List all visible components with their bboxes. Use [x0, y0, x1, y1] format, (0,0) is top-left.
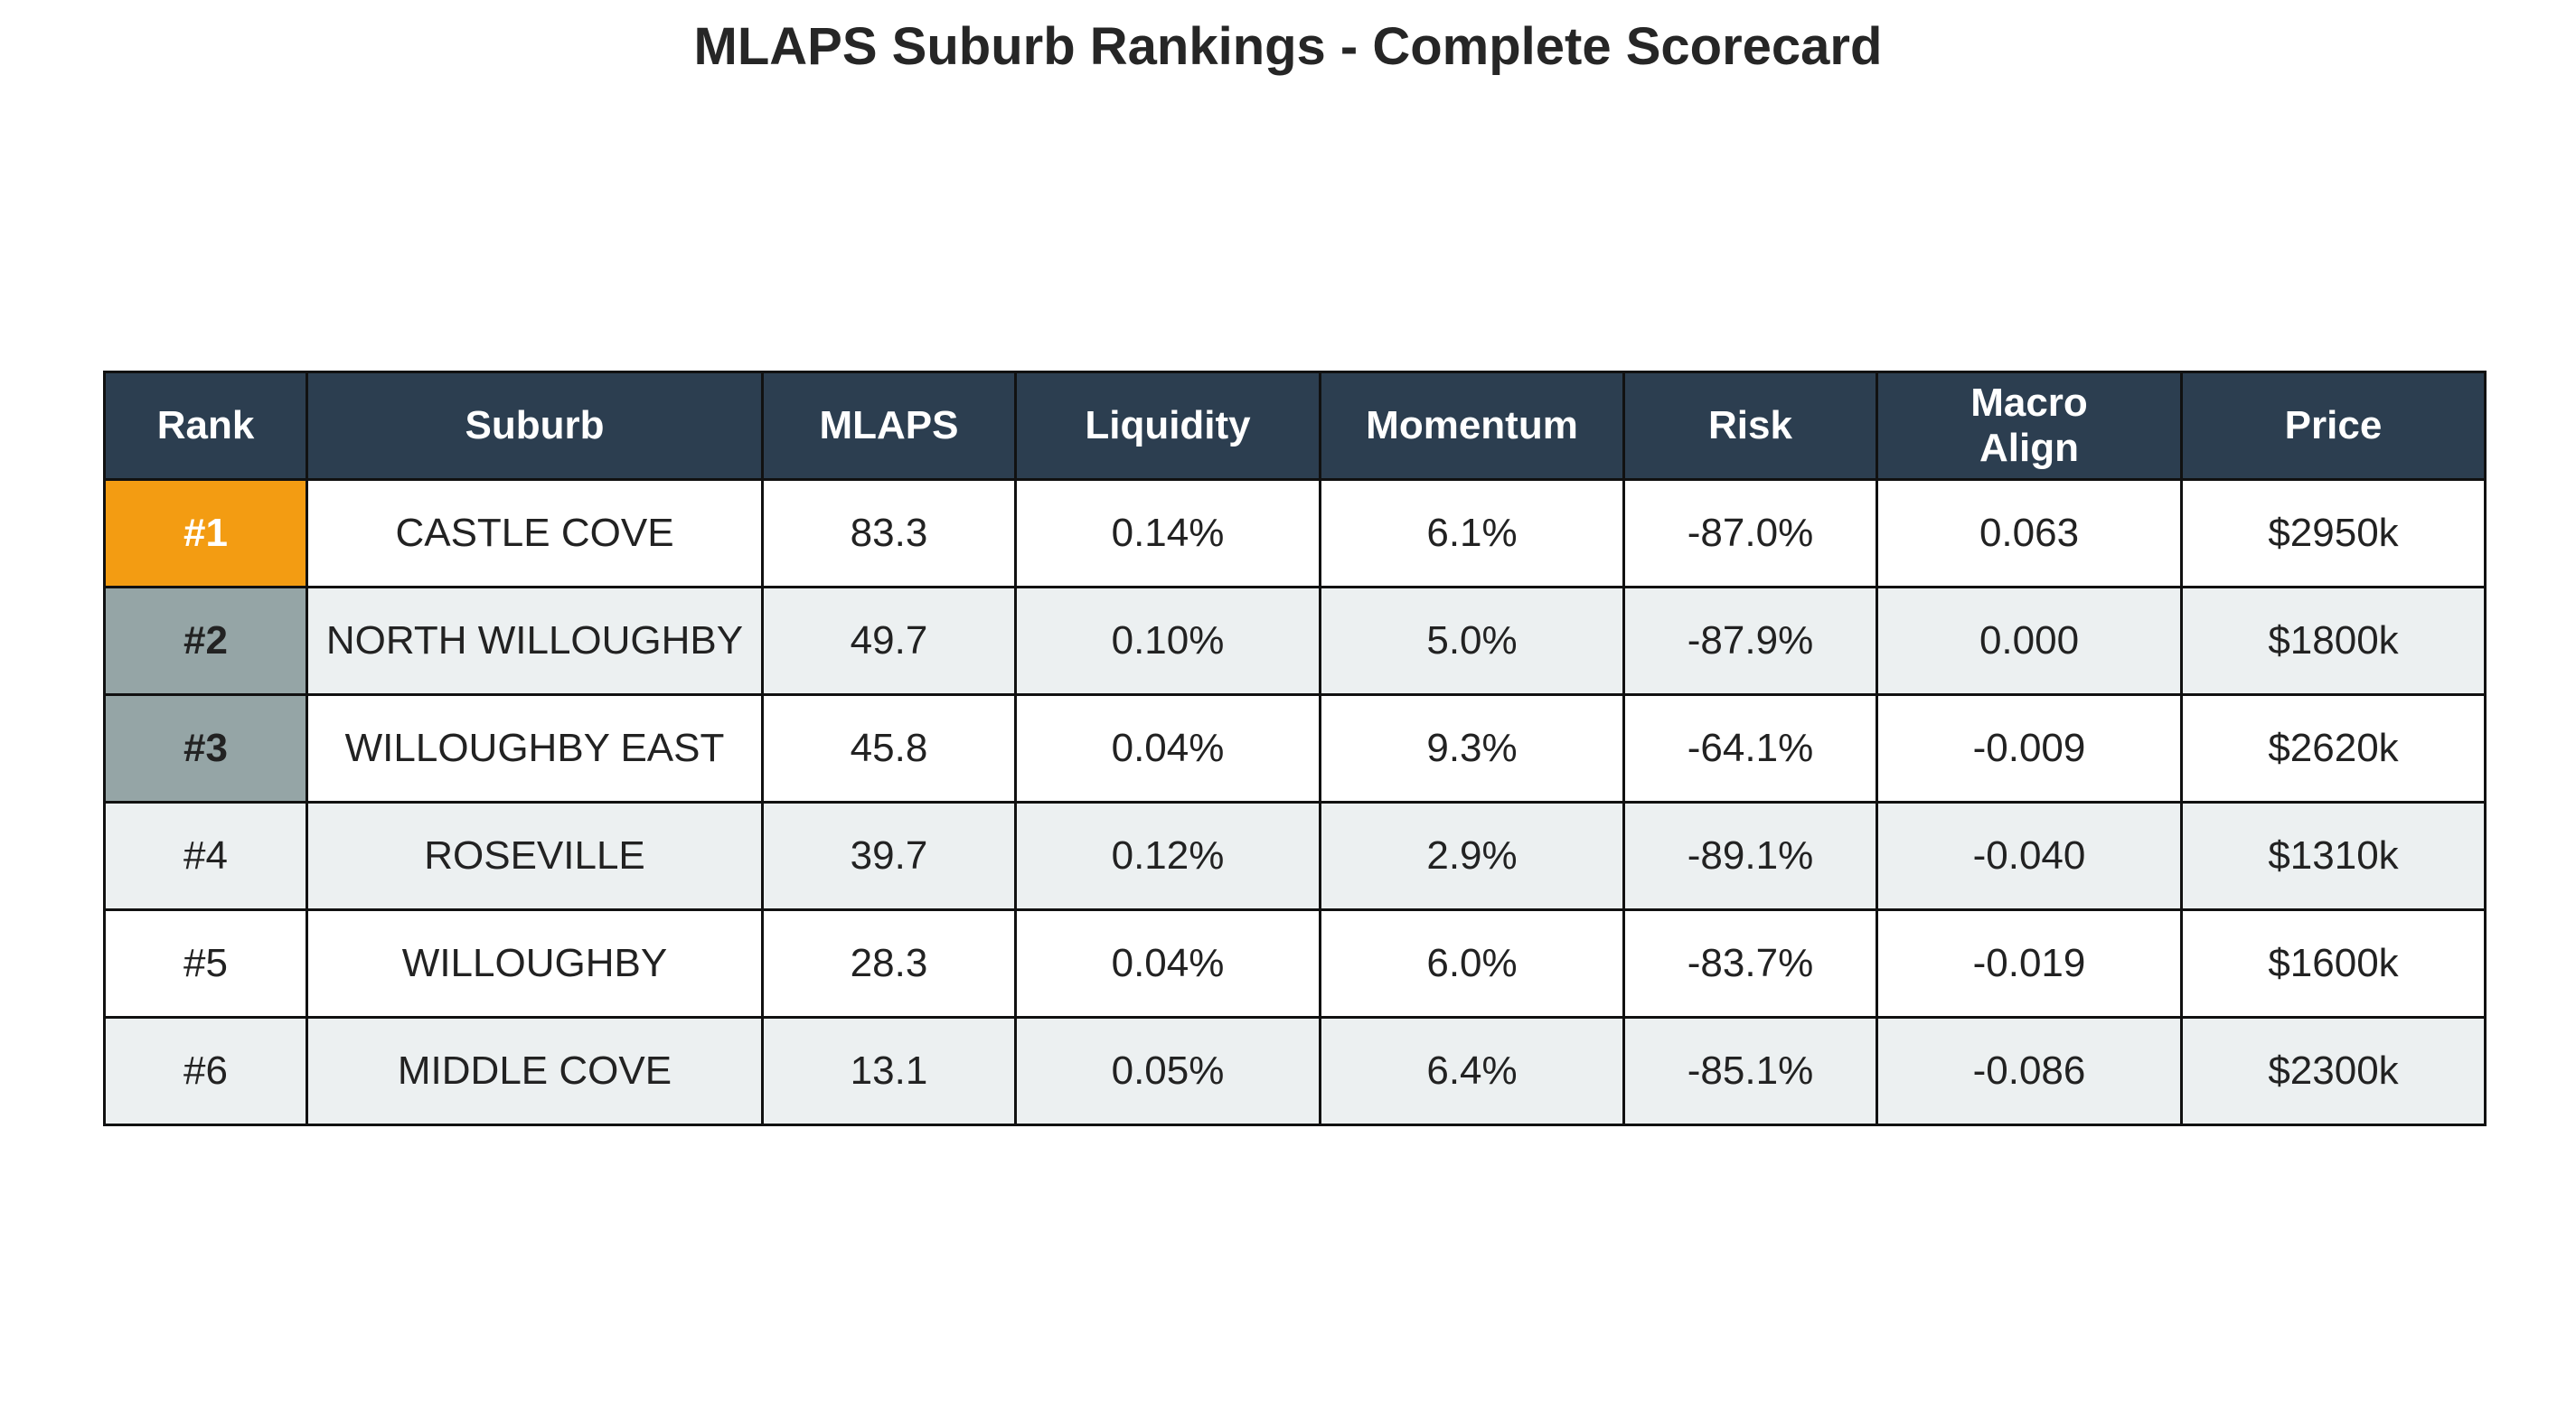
- cell-suburb: CASTLE COVE: [306, 478, 764, 588]
- cell-macro-align: -0.086: [1876, 1016, 2183, 1126]
- chart-title: MLAPS Suburb Rankings - Complete Scoreca…: [693, 17, 1883, 76]
- cell-mlaps: 49.7: [761, 586, 1017, 696]
- table-row: #3 WILLOUGHBY EAST 45.8 0.04% 9.3% -64.1% -0.0…: [103, 693, 2487, 804]
- cell-mlaps: 39.7: [761, 801, 1017, 911]
- cell-mlaps: 28.3: [761, 908, 1017, 1019]
- cell-momentum: 9.3%: [1319, 693, 1625, 804]
- table-body: #1 CASTLE COVE 83.3 0.14% 6.1% -87.0% 0.063 $29…: [103, 478, 2487, 1126]
- cell-price: $2620k: [2180, 693, 2487, 804]
- header-rank: Rank: [103, 371, 308, 481]
- cell-momentum: 2.9%: [1319, 801, 1625, 911]
- table-row: #4 ROSEVILLE 39.7 0.12% 2.9% -89.1% -0.040 $131…: [103, 801, 2487, 911]
- cell-price: $2300k: [2180, 1016, 2487, 1126]
- cell-mlaps: 45.8: [761, 693, 1017, 804]
- scorecard-table: Rank Suburb MLAPS Liquidity Momentum Ris…: [103, 371, 2487, 1126]
- header-momentum: Momentum: [1319, 371, 1625, 481]
- cell-risk: -87.0%: [1622, 478, 1878, 588]
- cell-momentum: 6.0%: [1319, 908, 1625, 1019]
- header-row: Rank Suburb MLAPS Liquidity Momentum Ris…: [103, 371, 2487, 481]
- header-liquidity: Liquidity: [1014, 371, 1321, 481]
- table-row: #5 WILLOUGHBY 28.3 0.04% 6.0% -83.7% -0.019 $16…: [103, 908, 2487, 1019]
- cell-macro-align: 0.063: [1876, 478, 2183, 588]
- cell-rank: #2: [103, 586, 308, 696]
- cell-risk: -89.1%: [1622, 801, 1878, 911]
- cell-suburb: MIDDLE COVE: [306, 1016, 764, 1126]
- cell-price: $2950k: [2180, 478, 2487, 588]
- cell-suburb: WILLOUGHBY EAST: [306, 693, 764, 804]
- header-price: Price: [2180, 371, 2487, 481]
- cell-suburb: WILLOUGHBY: [306, 908, 764, 1019]
- cell-macro-align: 0.000: [1876, 586, 2183, 696]
- cell-macro-align: -0.040: [1876, 801, 2183, 911]
- cell-momentum: 6.4%: [1319, 1016, 1625, 1126]
- table-row: #6 MIDDLE COVE 13.1 0.05% 6.4% -85.1% -0.086 $2…: [103, 1016, 2487, 1126]
- cell-liquidity: 0.14%: [1014, 478, 1321, 588]
- header-macro-align: Macro Align: [1876, 371, 2183, 481]
- cell-suburb: ROSEVILLE: [306, 801, 764, 911]
- cell-risk: -85.1%: [1622, 1016, 1878, 1126]
- header-mlaps: MLAPS: [761, 371, 1017, 481]
- cell-liquidity: 0.04%: [1014, 693, 1321, 804]
- cell-liquidity: 0.12%: [1014, 801, 1321, 911]
- cell-suburb: NORTH WILLOUGHBY: [306, 586, 764, 696]
- cell-liquidity: 0.05%: [1014, 1016, 1321, 1126]
- cell-mlaps: 13.1: [761, 1016, 1017, 1126]
- cell-price: $1600k: [2180, 908, 2487, 1019]
- cell-macro-align: -0.009: [1876, 693, 2183, 804]
- cell-rank: #4: [103, 801, 308, 911]
- cell-risk: -87.9%: [1622, 586, 1878, 696]
- table-row: #1 CASTLE COVE 83.3 0.14% 6.1% -87.0% 0.063 $29…: [103, 478, 2487, 588]
- cell-momentum: 6.1%: [1319, 478, 1625, 588]
- cell-rank: #1: [103, 478, 308, 588]
- table-row: #2 NORTH WILLOUGHBY 49.7 0.10% 5.0% -87.9% 0.0…: [103, 586, 2487, 696]
- cell-liquidity: 0.04%: [1014, 908, 1321, 1019]
- cell-rank: #6: [103, 1016, 308, 1126]
- cell-price: $1310k: [2180, 801, 2487, 911]
- header-suburb: Suburb: [306, 371, 764, 481]
- cell-price: $1800k: [2180, 586, 2487, 696]
- cell-rank: #5: [103, 908, 308, 1019]
- header-risk: Risk: [1622, 371, 1878, 481]
- cell-macro-align: -0.019: [1876, 908, 2183, 1019]
- cell-liquidity: 0.10%: [1014, 586, 1321, 696]
- cell-risk: -64.1%: [1622, 693, 1878, 804]
- cell-momentum: 5.0%: [1319, 586, 1625, 696]
- cell-risk: -83.7%: [1622, 908, 1878, 1019]
- cell-rank: #3: [103, 693, 308, 804]
- cell-mlaps: 83.3: [761, 478, 1017, 588]
